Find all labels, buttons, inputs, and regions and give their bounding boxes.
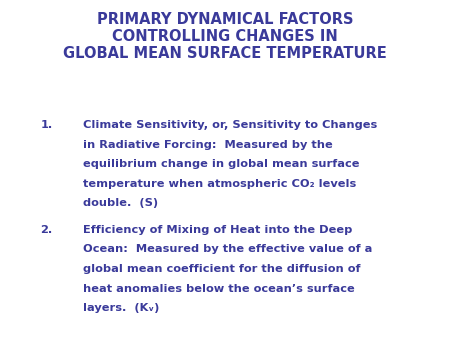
Text: 1.: 1. [40, 120, 53, 130]
Text: heat anomalies below the ocean’s surface: heat anomalies below the ocean’s surface [83, 284, 355, 294]
Text: PRIMARY DYNAMICAL FACTORS: PRIMARY DYNAMICAL FACTORS [97, 12, 353, 27]
Text: Efficiency of Mixing of Heat into the Deep: Efficiency of Mixing of Heat into the De… [83, 225, 353, 235]
Text: 2.: 2. [40, 225, 53, 235]
Text: double.  (S): double. (S) [83, 198, 158, 209]
Text: temperature when atmospheric CO₂ levels: temperature when atmospheric CO₂ levels [83, 179, 356, 189]
Text: layers.  (Kᵥ): layers. (Kᵥ) [83, 303, 160, 313]
Text: in Radiative Forcing:  Measured by the: in Radiative Forcing: Measured by the [83, 140, 333, 150]
Text: Ocean:  Measured by the effective value of a: Ocean: Measured by the effective value o… [83, 244, 373, 255]
Text: CONTROLLING CHANGES IN: CONTROLLING CHANGES IN [112, 29, 338, 44]
Text: Climate Sensitivity, or, Sensitivity to Changes: Climate Sensitivity, or, Sensitivity to … [83, 120, 378, 130]
Text: GLOBAL MEAN SURFACE TEMPERATURE: GLOBAL MEAN SURFACE TEMPERATURE [63, 46, 387, 61]
Text: equilibrium change in global mean surface: equilibrium change in global mean surfac… [83, 159, 360, 169]
Text: global mean coefficient for the diffusion of: global mean coefficient for the diffusio… [83, 264, 361, 274]
